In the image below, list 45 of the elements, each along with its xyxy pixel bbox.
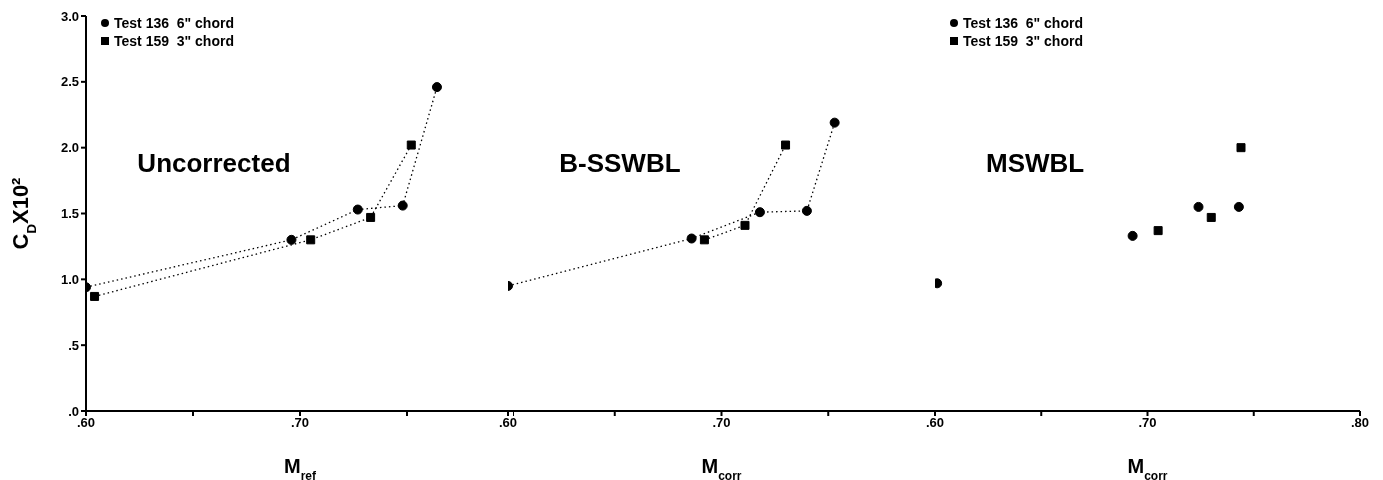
point xyxy=(90,291,100,301)
point xyxy=(801,205,812,216)
y-tick-label: .5 xyxy=(68,337,79,353)
x-axis-title: M$_{corr}$ xyxy=(1127,455,1168,480)
point xyxy=(781,140,791,150)
x-tick-label: .80 xyxy=(1350,415,1370,431)
point xyxy=(829,117,840,128)
legend-label: Test 136 6" chord xyxy=(114,14,234,32)
point xyxy=(352,204,363,215)
x-tick-label: .60 xyxy=(498,415,518,431)
point xyxy=(1193,201,1204,212)
point xyxy=(397,200,408,211)
annotation: MSWBL xyxy=(986,148,1085,179)
point xyxy=(1153,226,1163,236)
legend-label: Test 136 6" chord xyxy=(963,14,1083,32)
x-tick-label: .60 xyxy=(76,415,96,431)
y-tick-label: 1.5 xyxy=(60,206,79,222)
y-tick-label: 1.0 xyxy=(60,271,79,287)
x-axis-title: M$_{corr}$ xyxy=(701,455,742,480)
x-tick-label: .60 xyxy=(925,415,945,431)
y-tick-label: 2.0 xyxy=(60,140,79,156)
legend-label: Test 159 3" chord xyxy=(114,32,234,50)
x-tick-label: .70 xyxy=(1138,415,1157,431)
y-tick-label: 3.0 xyxy=(60,8,79,24)
annotation: Uncorrected xyxy=(137,148,291,179)
y-tick-label: 2.5 xyxy=(60,74,79,90)
point xyxy=(406,140,416,150)
point xyxy=(1127,230,1138,241)
point xyxy=(699,235,709,245)
point xyxy=(306,235,316,245)
x-tick-label: .70 xyxy=(712,415,731,431)
x-tick-label: .70 xyxy=(290,415,310,431)
point xyxy=(740,220,750,230)
point xyxy=(1233,201,1244,212)
legend-label: Test 159 3" chord xyxy=(963,32,1083,50)
point xyxy=(1206,212,1216,222)
point xyxy=(686,233,697,244)
point xyxy=(366,212,376,222)
point xyxy=(431,82,442,93)
point xyxy=(1236,143,1246,153)
point xyxy=(286,234,297,245)
point xyxy=(754,207,765,218)
y-tick-label: .0 xyxy=(68,403,79,419)
annotation: B-SSWBL xyxy=(559,148,681,179)
x-axis-title: M$_{ref}$ xyxy=(283,455,318,480)
